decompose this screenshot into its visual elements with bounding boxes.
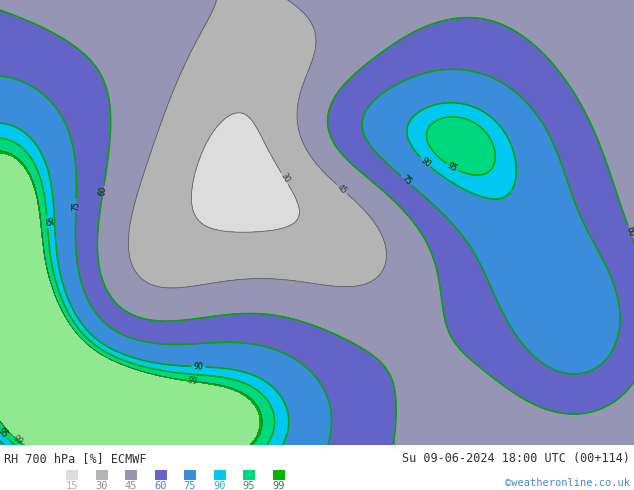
Text: 75: 75 [184,481,197,490]
Bar [96,470,108,480]
Text: 95: 95 [446,161,459,173]
Text: 60: 60 [98,185,108,196]
Bar [155,470,167,480]
Text: 60: 60 [624,226,634,238]
Text: 99: 99 [188,376,198,386]
Text: 95: 95 [446,161,459,173]
Text: 95: 95 [0,426,9,440]
Text: 60: 60 [624,226,634,238]
Text: 15: 15 [66,481,78,490]
Bar [184,470,196,480]
Text: 75: 75 [72,200,81,211]
Bar [214,470,226,480]
Text: 95: 95 [42,217,52,227]
Bar [243,470,255,480]
Bar [66,470,78,480]
Text: 99: 99 [11,434,25,447]
Text: 95: 95 [42,217,52,227]
Text: 90: 90 [418,155,432,169]
Text: 45: 45 [125,481,137,490]
Text: Su 09-06-2024 18:00 UTC (00+114): Su 09-06-2024 18:00 UTC (00+114) [402,452,630,465]
Text: 30: 30 [95,481,108,490]
Text: 45: 45 [335,183,349,196]
Text: 95: 95 [243,481,256,490]
Text: 90: 90 [193,362,204,371]
Text: 60: 60 [154,481,167,490]
Text: 95: 95 [0,426,9,440]
Text: 75: 75 [399,174,413,187]
Bar [125,470,137,480]
Text: 30: 30 [278,172,291,185]
Text: ©weatheronline.co.uk: ©weatheronline.co.uk [505,478,630,488]
Text: 75: 75 [72,200,81,211]
Text: 90: 90 [213,481,226,490]
Text: 90: 90 [418,155,432,169]
Text: 90: 90 [193,362,204,371]
Text: RH 700 hPa [%] ECMWF: RH 700 hPa [%] ECMWF [4,452,146,465]
Text: 99: 99 [272,481,285,490]
Text: 75: 75 [399,174,413,187]
Bar [273,470,285,480]
Text: 60: 60 [98,185,108,196]
